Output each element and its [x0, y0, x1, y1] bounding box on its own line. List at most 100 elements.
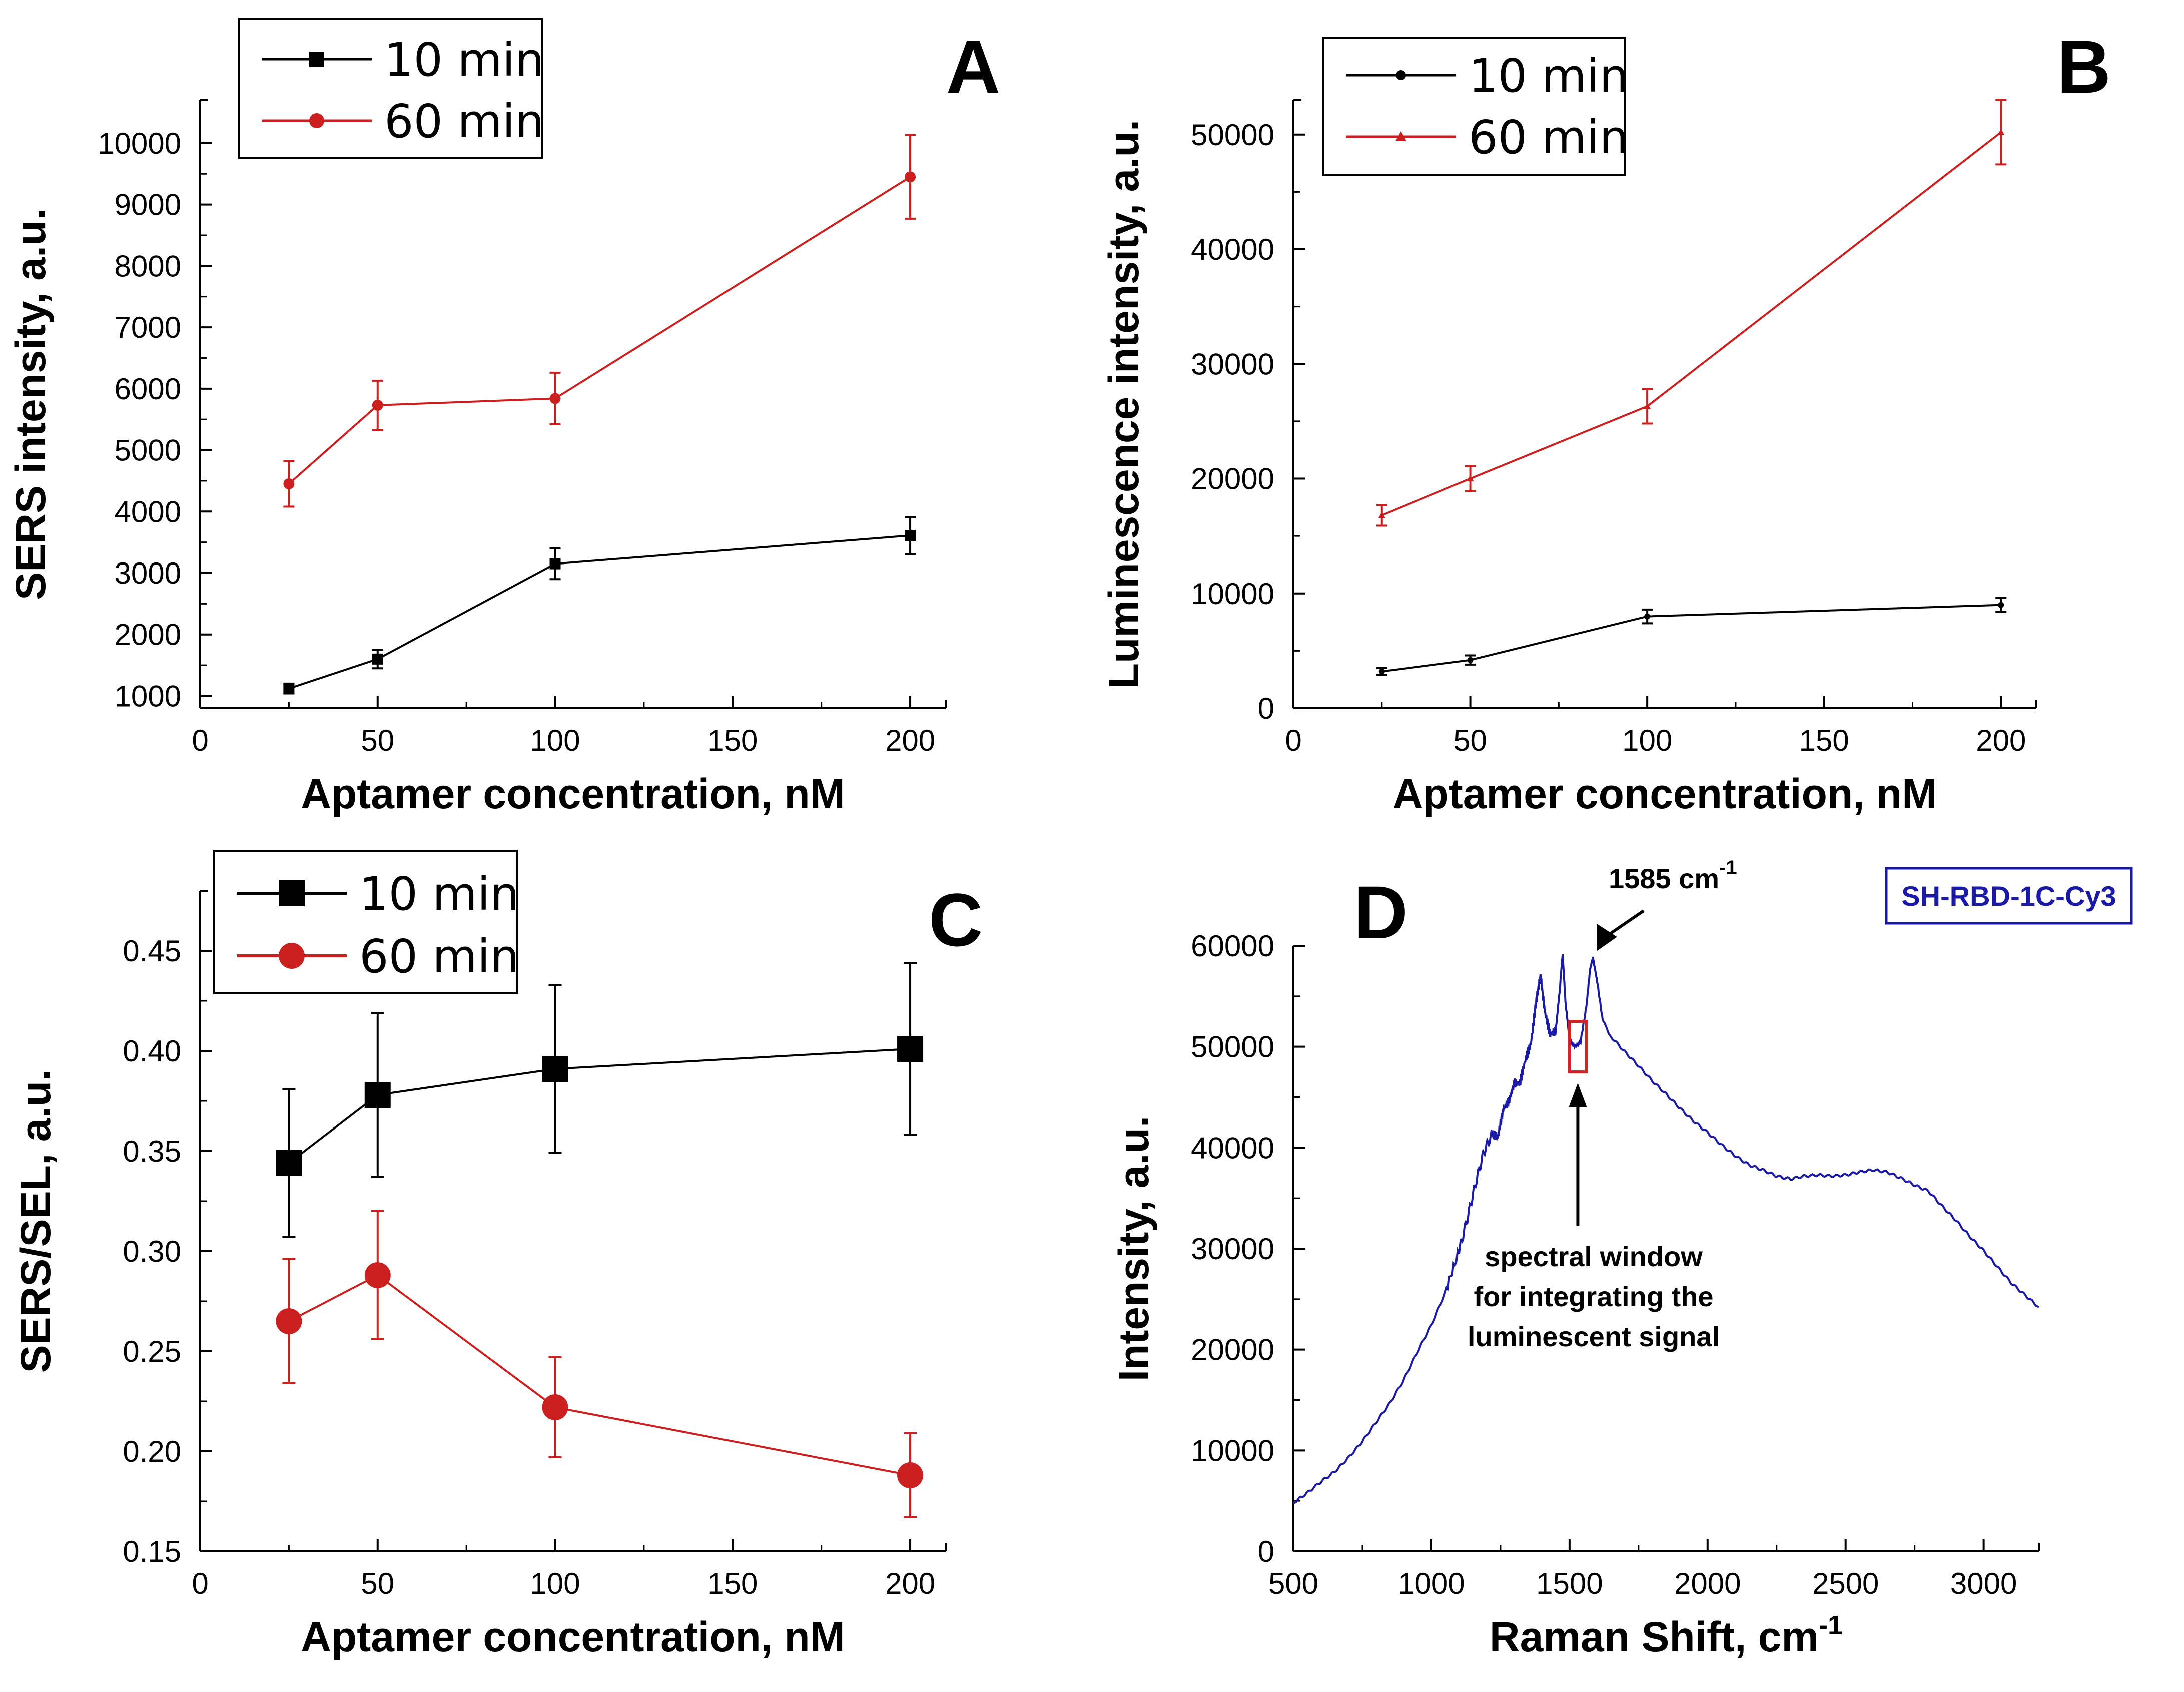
data-point	[549, 558, 561, 570]
data-point	[542, 1056, 568, 1082]
y-tick-label: 8000	[115, 249, 181, 283]
y-axis-title: Intensity, a.u.	[1110, 1116, 1157, 1382]
legend-box	[238, 18, 543, 159]
data-point	[1644, 403, 1651, 409]
x-tick-label: 200	[1976, 724, 2026, 757]
legend-label: 60 min	[384, 95, 544, 148]
y-tick-label: 40000	[1191, 233, 1274, 266]
x-tick-label: 200	[885, 724, 935, 757]
data-point	[1644, 613, 1651, 620]
window-annotation-line: for integrating the	[1474, 1281, 1713, 1312]
y-tick-label: 0	[1258, 1535, 1274, 1568]
window-annotation-line: spectral window	[1485, 1241, 1703, 1272]
y-tick-label: 20000	[1191, 1333, 1274, 1367]
data-point	[1467, 475, 1474, 482]
y-tick-label: 0.30	[123, 1235, 181, 1268]
series-60-min	[276, 1210, 924, 1518]
legend-marker	[309, 113, 324, 128]
y-tick-label: 50000	[1191, 118, 1274, 152]
y-tick-label: 20000	[1191, 462, 1274, 496]
legend-marker	[309, 52, 324, 67]
y-tick-label: 10000	[98, 127, 181, 160]
legend-box	[1322, 37, 1626, 176]
y-tick-label: 0.35	[123, 1135, 181, 1168]
x-tick-label: 500	[1268, 1567, 1318, 1600]
peak-annotation: 1585 cm-1	[1609, 857, 1737, 894]
x-tick-label: 0	[192, 1567, 208, 1600]
series-10-min	[283, 516, 916, 695]
y-tick-label: 0.15	[123, 1535, 181, 1568]
x-axis-title: Aptamer concentration, nM	[301, 1613, 845, 1660]
data-point	[549, 393, 561, 404]
panel-label: A	[946, 25, 1000, 109]
data-point	[897, 1462, 924, 1488]
x-tick-label: 1500	[1536, 1567, 1603, 1600]
y-tick-label: 6000	[115, 372, 181, 406]
x-axis-title: Aptamer concentration, nM	[301, 770, 845, 817]
data-point	[372, 399, 383, 411]
y-tick-label: 2000	[115, 618, 181, 652]
y-tick-label: 0.20	[123, 1435, 181, 1468]
x-tick-label: 100	[530, 1567, 580, 1600]
y-tick-label: 60000	[1191, 929, 1274, 963]
legend-label: 10 min	[384, 33, 544, 87]
data-point	[1998, 602, 2004, 608]
y-tick-label: 0.25	[123, 1335, 181, 1368]
x-axis-title-text: Aptamer concentration, nM	[301, 770, 845, 817]
x-axis-title: Aptamer concentration, nM	[1393, 770, 1937, 817]
legend-label: 60 min	[359, 930, 519, 983]
window-arrow-head	[1569, 1083, 1587, 1107]
y-tick-label: 10000	[1191, 1434, 1274, 1467]
series-60-min	[1376, 99, 2007, 527]
x-tick-label: 150	[1799, 724, 1849, 757]
y-tick-label: 0	[1258, 692, 1274, 725]
data-point	[897, 1036, 924, 1062]
x-tick-label: 150	[707, 1567, 758, 1600]
spectral-window-box	[1568, 1020, 1588, 1074]
legend-label: 60 min	[1469, 111, 1629, 164]
series-name-box	[1885, 867, 2133, 925]
y-axis-title: SERS intensity, a.u.	[7, 208, 54, 600]
x-tick-label: 2000	[1674, 1567, 1741, 1600]
series-line	[288, 534, 911, 690]
y-tick-label: 50000	[1191, 1030, 1274, 1064]
x-tick-label: 50	[361, 724, 394, 757]
x-tick-label: 3000	[1950, 1567, 2017, 1600]
series-line	[288, 176, 911, 485]
y-tick-label: 30000	[1191, 347, 1274, 381]
x-tick-label: 50	[361, 1567, 394, 1600]
legend-marker	[1395, 131, 1406, 141]
y-tick-label: 4000	[115, 495, 181, 528]
data-point	[905, 171, 916, 183]
y-tick-label: 30000	[1191, 1232, 1274, 1266]
series-line	[288, 1048, 911, 1164]
chart-panel-B: 0 50 100 150 200 0 10000 20000 30000 40000 50000 Ap…	[1100, 25, 2111, 817]
x-axis-title-text: Aptamer concentration, nM	[301, 1613, 845, 1660]
data-point	[364, 1082, 391, 1108]
data-point	[905, 530, 916, 541]
panel-label: D	[1354, 870, 1408, 954]
series-10-min	[1376, 597, 2007, 676]
data-point	[1378, 511, 1385, 518]
peak-arrow-head	[1597, 924, 1617, 951]
peak-annotation-superscript: -1	[1719, 857, 1737, 879]
y-tick-label: 0.40	[123, 1034, 181, 1068]
series-line	[288, 1274, 911, 1476]
legend-box	[213, 850, 518, 994]
chart-panel-A: 0 50 100 150 200 1000 2000 3000 4000 5000 6000 7000…	[7, 18, 1000, 817]
x-tick-label: 100	[1622, 724, 1672, 757]
series-60-min	[283, 134, 916, 508]
legend-label: 10 min	[359, 867, 519, 921]
data-point	[1997, 129, 2005, 135]
x-axis-title-text: Aptamer concentration, nM	[1393, 770, 1937, 817]
y-tick-label: 1000	[115, 679, 181, 713]
y-axis-title: SERS/SEL, a.u.	[12, 1069, 59, 1373]
y-tick-label: 9000	[115, 188, 181, 222]
x-tick-label: 1000	[1398, 1567, 1465, 1600]
x-axis-title: Raman Shift, cm-1	[1490, 1610, 1843, 1660]
chart-panel-C: 0 50 100 150 200 0.15 0.20 0.25 0.30 0.35 0.40 0.45…	[12, 850, 983, 1660]
data-point	[276, 1308, 302, 1334]
legend-label: 10 min	[1469, 49, 1629, 103]
x-tick-label: 100	[530, 724, 580, 757]
